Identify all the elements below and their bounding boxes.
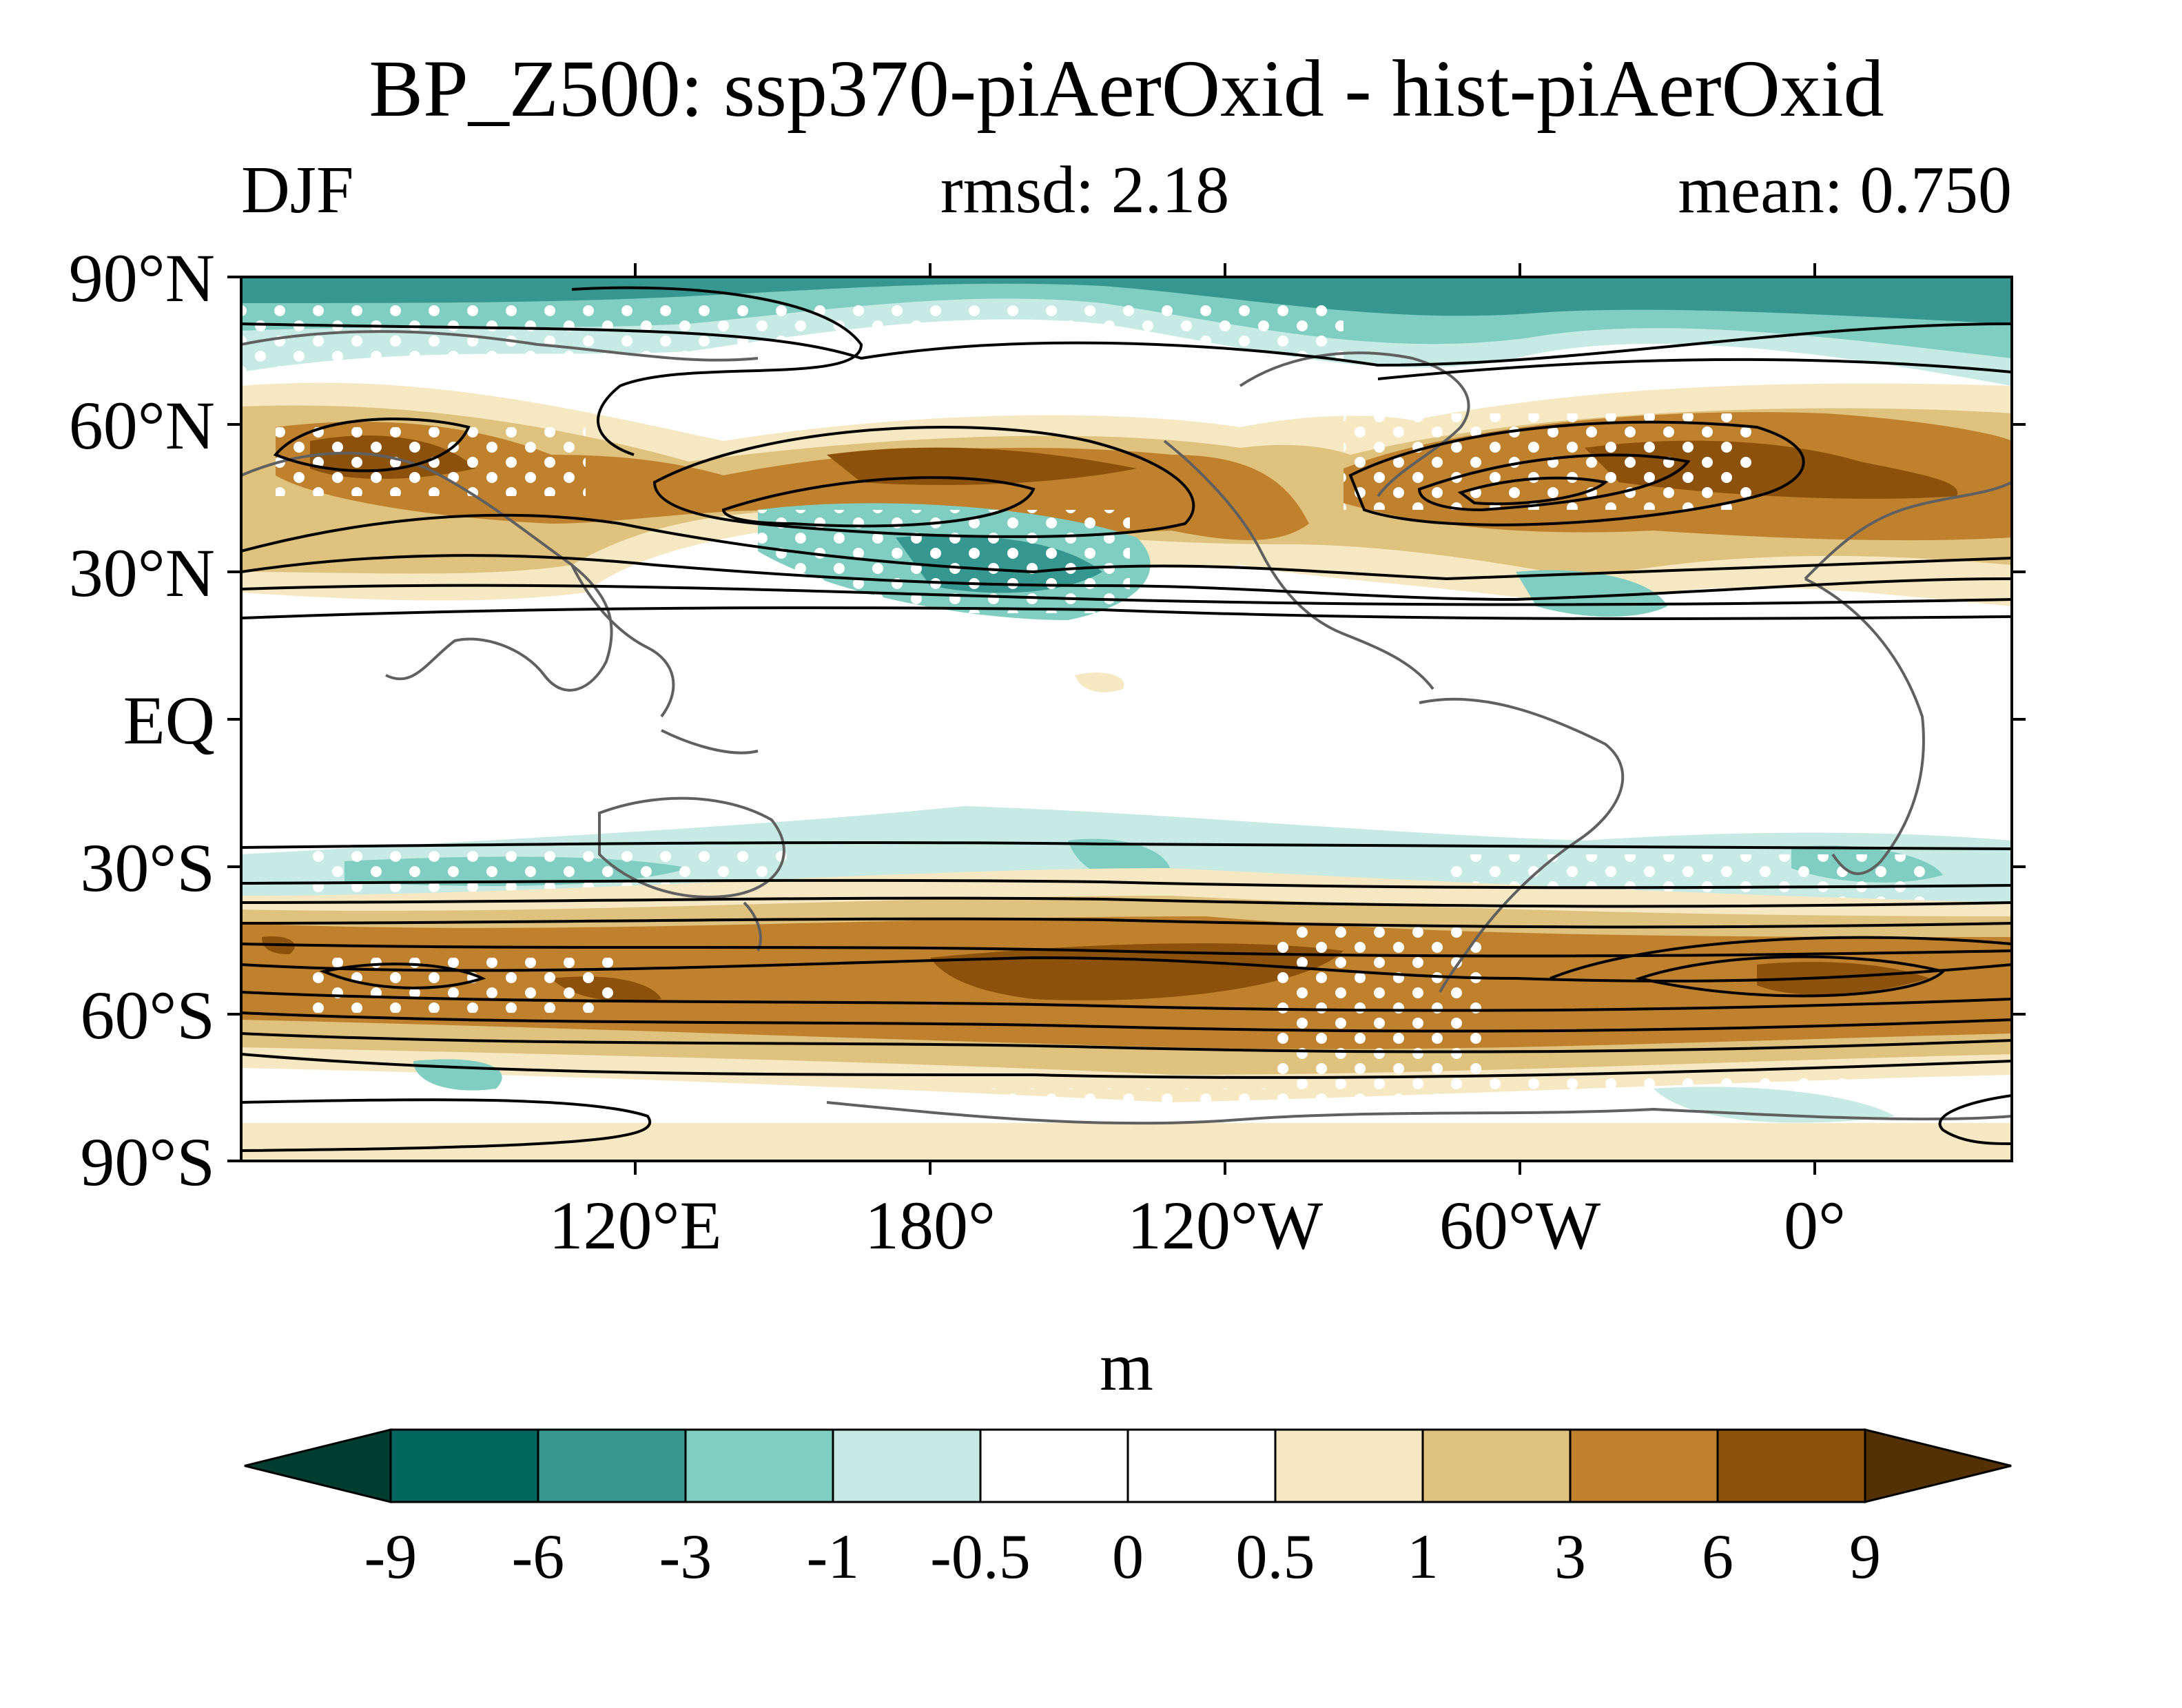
colorbar-swatch [1274, 1428, 1424, 1503]
latitude-labels: 90°N 60°N 30°N EQ 30°S 60°S 90°S [69, 240, 215, 1200]
colorbar-tick-label: -1 [807, 1521, 860, 1592]
lat-label: 90°S [80, 1124, 215, 1200]
colorbar-tick-label: 0.5 [1236, 1521, 1315, 1592]
season-label: DJF [241, 153, 353, 227]
lat-label: 90°N [69, 240, 215, 316]
colorbar-swatch [979, 1428, 1129, 1503]
lat-label: 30°S [80, 830, 215, 906]
colorbar-swatch [684, 1428, 834, 1503]
coastlines [241, 330, 2012, 1125]
colorbar-extend-high [1864, 1428, 2012, 1503]
anomaly-fill-nh-band [241, 382, 2012, 606]
colorbar-swatch [389, 1428, 539, 1503]
colorbar-swatches [244, 1428, 2012, 1503]
anomaly-fill-tropics [1075, 672, 1124, 692]
longitude-labels: 120°E 180° 120°W 60°W 0° [548, 1187, 1846, 1264]
lon-label: 0° [1784, 1187, 1846, 1264]
colorbar-tick-label: 0 [1112, 1521, 1144, 1592]
colorbar-tick-label: -6 [512, 1521, 565, 1592]
colorbar-swatch [832, 1428, 982, 1503]
lon-label: 120°W [1127, 1187, 1324, 1264]
colorbar-tick-label: -3 [659, 1521, 712, 1592]
lat-label: 60°S [80, 977, 215, 1053]
axis-ticks [227, 263, 2026, 1175]
colorbar-tick-label: 1 [1407, 1521, 1439, 1592]
colorbar-tick-label: 6 [1702, 1521, 1733, 1592]
lat-label: 30°N [69, 535, 215, 611]
colorbar-extend-low [244, 1428, 392, 1503]
plot-title: BP_Z500: ssp370-piAerOxid - hist-piAerOx… [369, 43, 1884, 134]
colorbar-swatch [1421, 1428, 1572, 1503]
rmsd-label: rmsd: 2.18 [940, 153, 1229, 227]
colorbar-tick-label: -9 [364, 1521, 418, 1592]
colorbar-swatch [1569, 1428, 1719, 1503]
colorbar-tick-label: -0.5 [930, 1521, 1031, 1592]
mean-label: mean: 0.750 [1678, 153, 2012, 227]
colorbar-tick-label: 9 [1849, 1521, 1881, 1592]
map-panel [227, 263, 2026, 1175]
colorbar-swatch [1126, 1428, 1277, 1503]
colorbar-units: m [1100, 1328, 1153, 1405]
colorbar-tick-labels: -9 -6 -3 -1 -0.5 0 0.5 1 3 6 9 [364, 1521, 1881, 1592]
colorbar: m -9 -6 -3 -1 -0.5 0 0.5 1 3 6 9 [244, 1328, 2012, 1592]
lon-label: 180° [865, 1187, 996, 1264]
lon-label: 60°W [1439, 1187, 1601, 1264]
climatology-contours [241, 286, 2012, 1152]
lat-label: 60°N [69, 387, 215, 464]
colorbar-swatch [1716, 1428, 1866, 1503]
lon-label: 120°E [548, 1187, 721, 1264]
lat-label: EQ [123, 682, 215, 759]
colorbar-swatch [537, 1428, 687, 1503]
colorbar-tick-label: 3 [1554, 1521, 1586, 1592]
